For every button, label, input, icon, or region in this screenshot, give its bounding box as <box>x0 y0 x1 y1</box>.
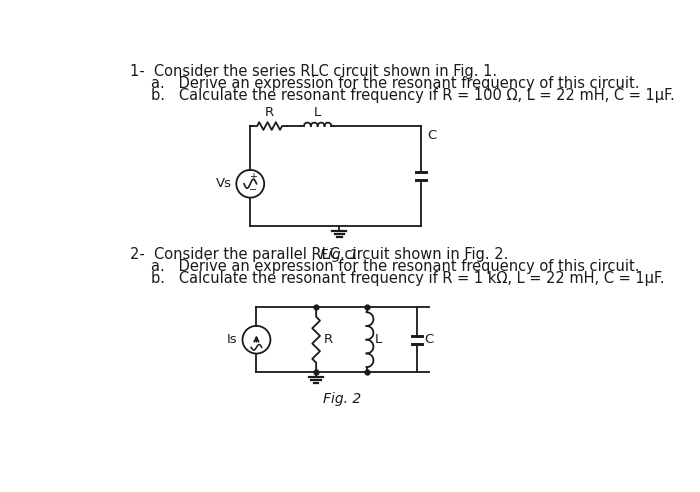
Text: Fig. 1: Fig. 1 <box>321 247 358 262</box>
Text: R: R <box>324 333 333 346</box>
Text: Vs: Vs <box>216 177 232 190</box>
Text: a.   Derive an expression for the resonant frequency of this circuit.: a. Derive an expression for the resonant… <box>151 259 640 274</box>
Text: 1-  Consider the series RLC circuit shown in Fig. 1.: 1- Consider the series RLC circuit shown… <box>130 63 497 79</box>
Text: Is: Is <box>228 333 238 346</box>
Text: C: C <box>424 333 433 346</box>
Text: R: R <box>265 106 274 119</box>
Text: a.   Derive an expression for the resonant frequency of this circuit.: a. Derive an expression for the resonant… <box>151 76 640 91</box>
Text: +: + <box>248 172 257 182</box>
Text: L: L <box>314 106 321 119</box>
Text: C: C <box>428 129 437 142</box>
Text: b.   Calculate the resonant frequency if R = 100 Ω, L = 22 mH, C = 1μF.: b. Calculate the resonant frequency if R… <box>151 88 675 102</box>
Text: −: − <box>248 185 257 195</box>
Text: Fig. 2: Fig. 2 <box>323 392 362 406</box>
Text: L: L <box>374 333 382 346</box>
Text: b.   Calculate the resonant frequency if R = 1 kΩ, L = 22 mH, C = 1μF.: b. Calculate the resonant frequency if R… <box>151 271 665 286</box>
Text: 2-  Consider the parallel RLC circuit shown in Fig. 2.: 2- Consider the parallel RLC circuit sho… <box>130 247 508 262</box>
